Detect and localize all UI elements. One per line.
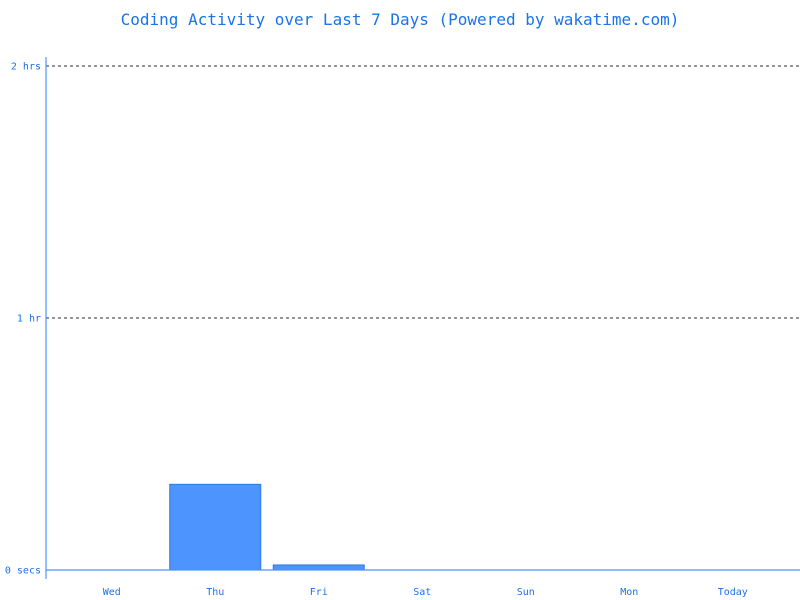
x-tick-label: Today xyxy=(718,587,748,598)
y-tick-labels: 0 secs 1 hr 2 hrs xyxy=(5,62,41,577)
chart-title: Coding Activity over Last 7 Days (Powere… xyxy=(120,10,680,29)
y-tick-label: 0 secs xyxy=(5,566,41,577)
bars xyxy=(169,483,365,571)
gridlines xyxy=(46,65,800,319)
y-tick-label: 2 hrs xyxy=(11,62,41,73)
y-tick-label: 1 hr xyxy=(17,314,41,325)
bar-fri xyxy=(272,564,365,571)
x-tick-label: Wed xyxy=(103,587,121,598)
x-tick-label: Thu xyxy=(206,587,224,598)
x-tick-label: Sun xyxy=(517,587,535,598)
x-tick-labels: Wed Thu Fri Sat Sun Mon Today xyxy=(103,587,748,598)
bar-thu xyxy=(169,483,262,571)
x-tick-label: Fri xyxy=(310,587,328,598)
x-tick-label: Mon xyxy=(620,587,638,598)
axes xyxy=(45,57,800,579)
x-tick-label: Sat xyxy=(413,587,431,598)
